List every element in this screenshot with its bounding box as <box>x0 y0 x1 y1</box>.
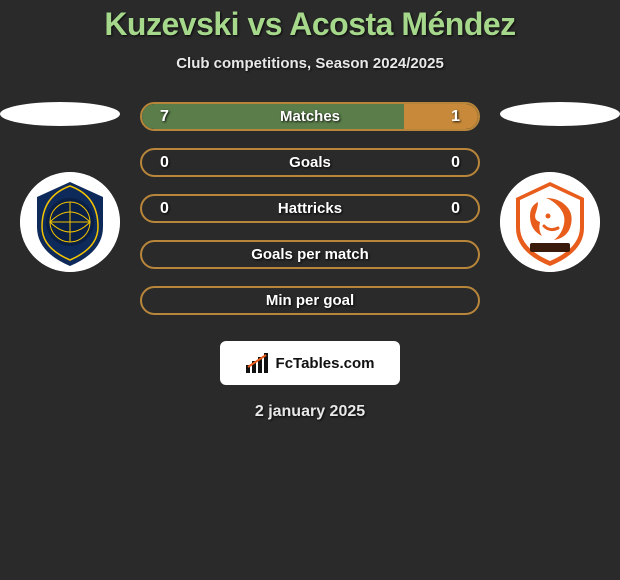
team-badge-right <box>500 172 600 272</box>
stat-bars-list: 71Matches 00Goals 00Hattricks Goals per mat… <box>140 102 480 315</box>
spotlight-ellipse-right <box>500 102 620 126</box>
footer-date: 2 january 2025 <box>0 403 620 421</box>
stat-label: Hattricks <box>142 200 478 217</box>
stat-label: Matches <box>142 108 478 125</box>
roar-crest-icon <box>500 172 600 272</box>
mariners-crest-icon <box>20 172 120 272</box>
bar-chart-icon <box>246 353 270 373</box>
stat-bar: 71Matches <box>140 102 480 131</box>
team-badge-left <box>20 172 120 272</box>
stat-label: Goals per match <box>142 246 478 263</box>
stat-label: Min per goal <box>142 292 478 309</box>
page-subtitle: Club competitions, Season 2024/2025 <box>0 55 620 72</box>
page-title: Kuzevski vs Acosta Méndez <box>0 0 620 43</box>
stat-bar: 00Hattricks <box>140 194 480 223</box>
source-attribution: FcTables.com <box>220 341 400 385</box>
stat-bar: Min per goal <box>140 286 480 315</box>
stat-bar: 00Goals <box>140 148 480 177</box>
stat-label: Goals <box>142 154 478 171</box>
stat-bar: Goals per match <box>140 240 480 269</box>
source-label: FcTables.com <box>276 355 375 372</box>
spotlight-ellipse-left <box>0 102 120 126</box>
comparison-stage: 71Matches 00Goals 00Hattricks Goals per mat… <box>0 102 620 315</box>
